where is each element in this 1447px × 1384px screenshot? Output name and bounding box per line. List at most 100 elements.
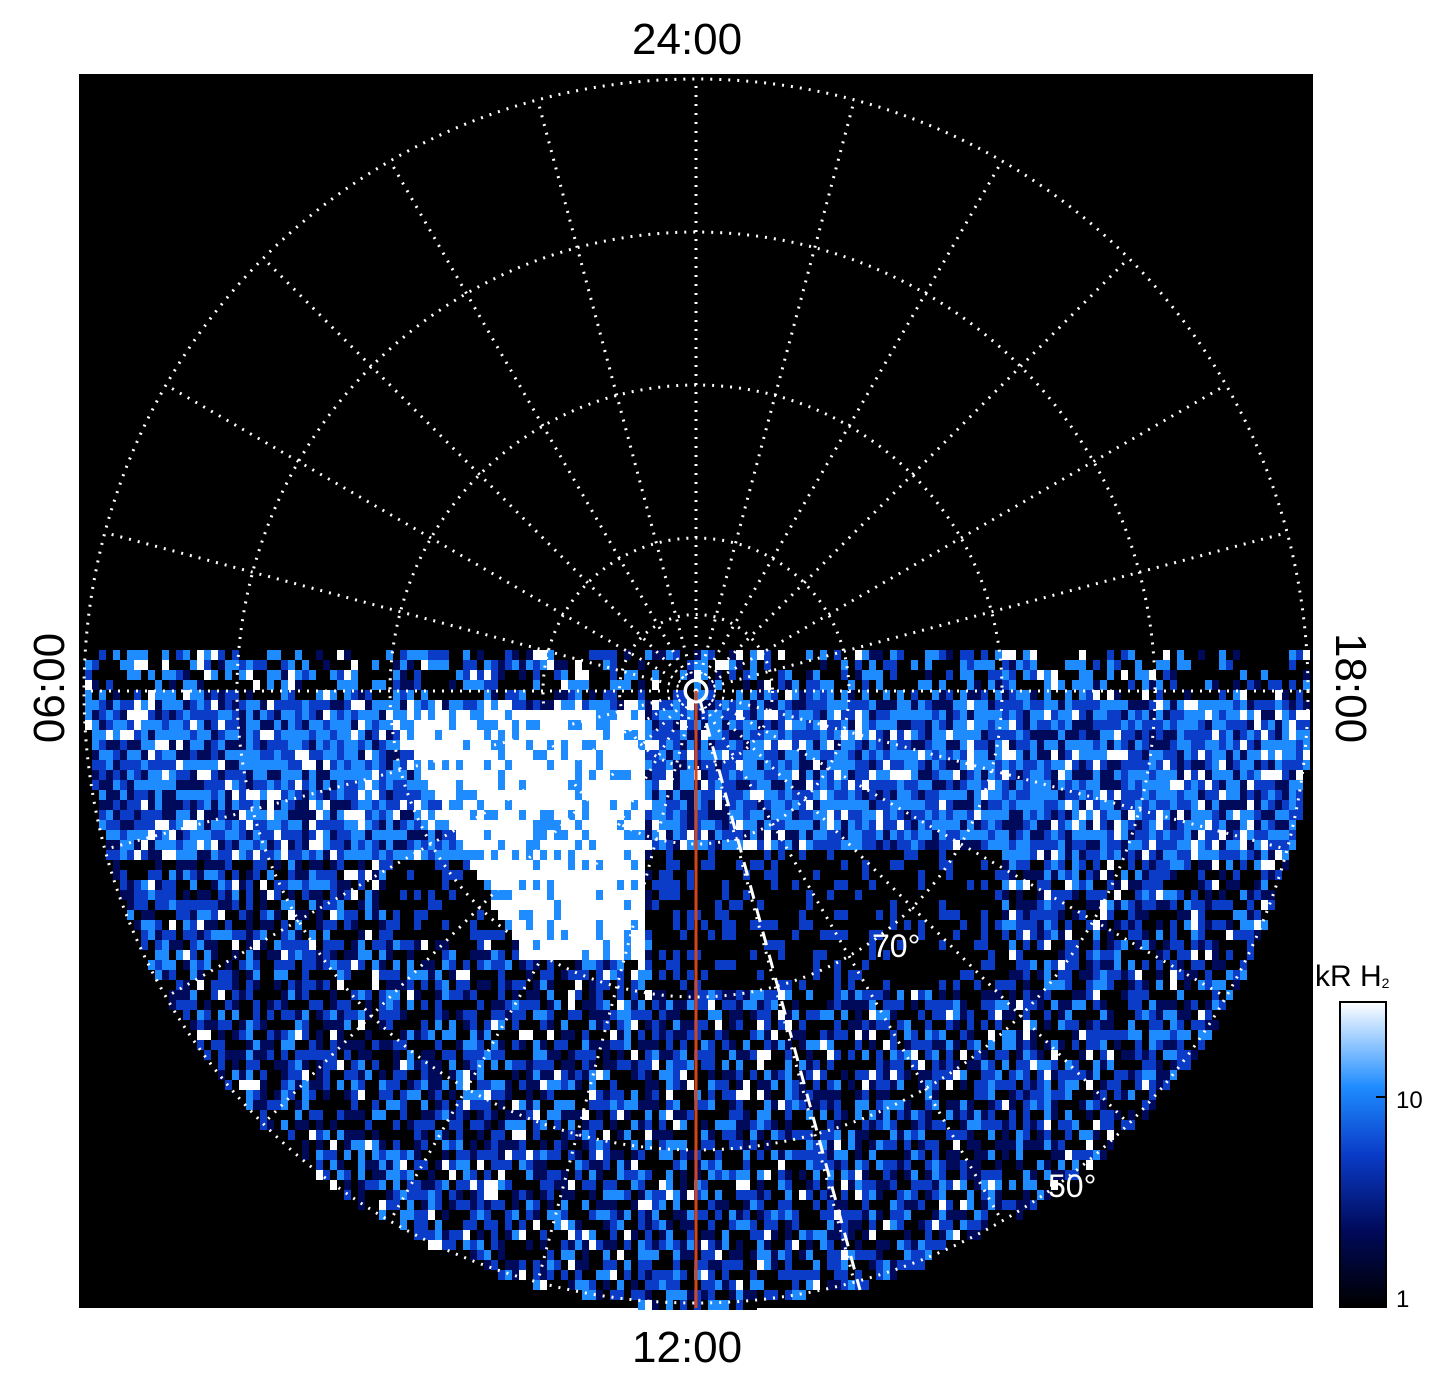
emission-pixel — [813, 920, 820, 930]
emission-pixel — [813, 900, 820, 910]
emission-pixel — [932, 850, 939, 860]
emission-pixel — [1205, 850, 1212, 860]
emission-pixel — [638, 770, 645, 780]
emission-pixel — [1030, 870, 1037, 880]
emission-pixel — [806, 950, 813, 960]
emission-pixel — [211, 930, 218, 940]
emission-pixel — [1226, 700, 1233, 710]
emission-pixel — [323, 790, 330, 800]
emission-pixel — [743, 800, 750, 810]
emission-pixel — [141, 860, 148, 870]
emission-pixel — [295, 840, 302, 850]
emission-pixel — [239, 880, 246, 890]
emission-pixel — [407, 900, 414, 910]
emission-pixel — [141, 760, 148, 770]
emission-pixel — [1100, 800, 1107, 810]
emission-pixel — [547, 820, 554, 830]
emission-pixel — [1212, 900, 1219, 910]
emission-pixel — [995, 950, 1002, 960]
emission-pixel — [491, 820, 498, 830]
emission-pixel — [1261, 780, 1268, 790]
emission-pixel — [589, 960, 596, 970]
emission-pixel — [1100, 700, 1107, 710]
emission-pixel — [946, 950, 953, 960]
emission-pixel — [176, 820, 183, 830]
emission-pixel — [232, 690, 239, 700]
emission-pixel — [827, 720, 834, 730]
emission-pixel — [323, 800, 330, 810]
emission-pixel — [1023, 750, 1030, 760]
emission-pixel — [470, 760, 477, 770]
emission-pixel — [736, 880, 743, 890]
emission-pixel — [715, 830, 722, 840]
emission-pixel — [778, 790, 785, 800]
emission-pixel — [1058, 850, 1065, 860]
emission-pixel — [1051, 780, 1058, 790]
emission-pixel — [876, 740, 883, 750]
emission-pixel — [1303, 750, 1310, 760]
emission-pixel — [1023, 730, 1030, 740]
emission-pixel — [1016, 890, 1023, 900]
emission-pixel — [1114, 810, 1121, 820]
emission-pixel — [974, 680, 981, 690]
emission-pixel — [876, 780, 883, 790]
emission-pixel — [1037, 910, 1044, 920]
emission-pixel — [568, 720, 575, 730]
emission-pixel — [988, 810, 995, 820]
emission-pixel — [820, 830, 827, 840]
emission-pixel — [946, 870, 953, 880]
emission-pixel — [1128, 960, 1135, 970]
emission-pixel — [526, 770, 533, 780]
emission-pixel — [722, 850, 729, 860]
emission-pixel — [1226, 760, 1233, 770]
emission-pixel — [330, 710, 337, 720]
emission-pixel — [806, 670, 813, 680]
emission-pixel — [1002, 650, 1009, 660]
emission-pixel — [1086, 730, 1093, 740]
emission-pixel — [197, 800, 204, 810]
emission-pixel — [953, 880, 960, 890]
emission-pixel — [176, 900, 183, 910]
emission-pixel — [1100, 930, 1107, 940]
emission-pixel — [442, 790, 449, 800]
emission-pixel — [169, 670, 176, 680]
emission-pixel — [855, 940, 862, 950]
emission-pixel — [946, 910, 953, 920]
emission-pixel — [1149, 770, 1156, 780]
emission-pixel — [169, 790, 176, 800]
emission-pixel — [1240, 790, 1247, 800]
emission-pixel — [225, 760, 232, 770]
emission-pixel — [967, 680, 974, 690]
emission-pixel — [806, 810, 813, 820]
emission-pixel — [575, 740, 582, 750]
emission-pixel — [197, 940, 204, 950]
emission-pixel — [701, 910, 708, 920]
emission-pixel — [575, 820, 582, 830]
emission-pixel — [624, 680, 631, 690]
emission-pixel — [281, 850, 288, 860]
emission-pixel — [162, 920, 169, 930]
emission-pixel — [526, 780, 533, 790]
emission-pixel — [645, 790, 652, 800]
emission-pixel — [148, 950, 155, 960]
emission-pixel — [617, 820, 624, 830]
emission-pixel — [1198, 910, 1205, 920]
emission-pixel — [393, 890, 400, 900]
emission-pixel — [344, 710, 351, 720]
emission-pixel — [904, 800, 911, 810]
emission-pixel — [554, 720, 561, 730]
emission-pixel — [260, 720, 267, 730]
emission-pixel — [575, 810, 582, 820]
emission-pixel — [967, 820, 974, 830]
emission-pixel — [582, 800, 589, 810]
emission-pixel — [498, 930, 505, 940]
emission-pixel — [1128, 720, 1135, 730]
emission-pixel — [582, 670, 589, 680]
emission-pixel — [1086, 700, 1093, 710]
emission-pixel — [876, 960, 883, 970]
emission-pixel — [701, 750, 708, 760]
emission-pixel — [1219, 690, 1226, 700]
emission-pixel — [547, 700, 554, 710]
emission-pixel — [225, 740, 232, 750]
emission-pixel — [246, 690, 253, 700]
